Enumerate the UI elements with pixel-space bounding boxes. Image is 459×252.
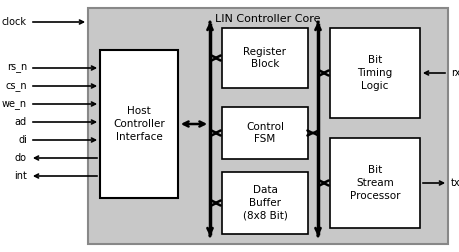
- Bar: [88, 8, 447, 244]
- Text: Bit
Stream
Processor: Bit Stream Processor: [349, 165, 399, 201]
- Text: di: di: [18, 135, 27, 145]
- Text: we_n: we_n: [2, 99, 27, 109]
- Bar: [329, 138, 419, 228]
- Text: do: do: [15, 153, 27, 163]
- Text: rs_n: rs_n: [7, 63, 27, 73]
- Text: txd: txd: [450, 178, 459, 188]
- Text: Register
Block: Register Block: [243, 47, 286, 69]
- Text: LIN Controller Core: LIN Controller Core: [215, 14, 320, 24]
- Text: Bit
Timing
Logic: Bit Timing Logic: [357, 55, 392, 91]
- Text: rxd: rxd: [450, 68, 459, 78]
- Text: cs_n: cs_n: [6, 81, 27, 91]
- Bar: [222, 172, 308, 234]
- Text: Control
FSM: Control FSM: [246, 122, 283, 144]
- Text: Data
Buffer
(8x8 Bit): Data Buffer (8x8 Bit): [242, 185, 287, 221]
- Bar: [329, 28, 419, 118]
- Text: int: int: [14, 171, 27, 181]
- Bar: [222, 28, 308, 88]
- Bar: [100, 50, 178, 198]
- Text: clock: clock: [2, 17, 27, 27]
- Bar: [222, 107, 308, 159]
- Text: ad: ad: [15, 117, 27, 127]
- Text: Host
Controller
Interface: Host Controller Interface: [113, 106, 164, 142]
